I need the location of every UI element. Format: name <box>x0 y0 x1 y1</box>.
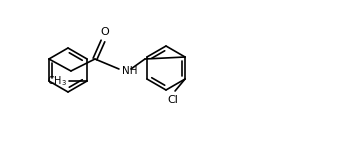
Text: O: O <box>101 27 109 37</box>
Text: NH: NH <box>122 66 137 76</box>
Text: Cl: Cl <box>167 95 178 105</box>
Text: CH$_3$: CH$_3$ <box>47 74 67 88</box>
